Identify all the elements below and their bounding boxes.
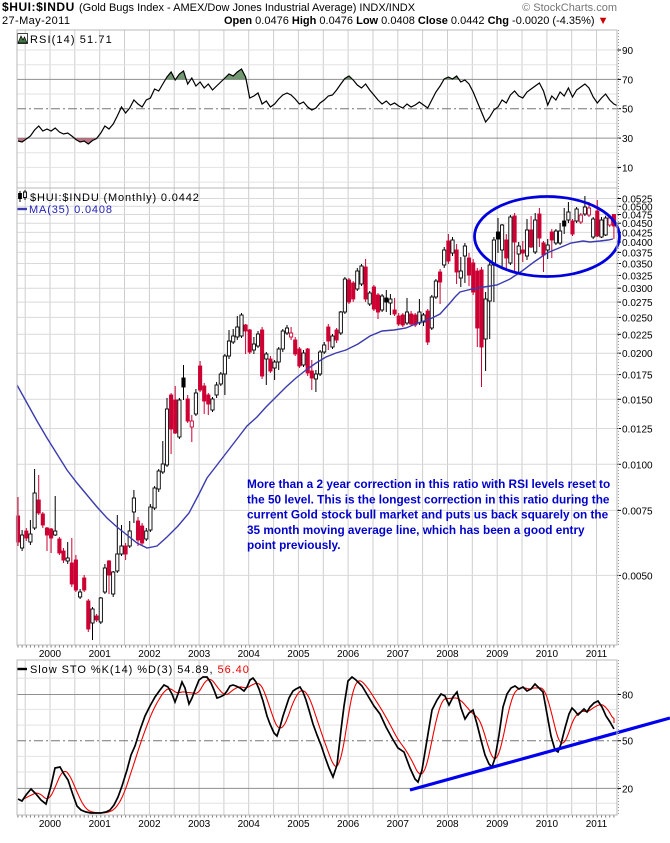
svg-text:10: 10 — [622, 163, 634, 174]
svg-text:2007: 2007 — [387, 649, 410, 660]
svg-text:2002: 2002 — [138, 819, 161, 830]
svg-text:0.0500: 0.0500 — [622, 202, 653, 213]
svg-text:0.0450: 0.0450 — [622, 219, 653, 230]
svg-text:90: 90 — [622, 46, 634, 57]
svg-text:2009: 2009 — [486, 819, 509, 830]
svg-text:2011: 2011 — [586, 649, 608, 660]
svg-text:0.0050: 0.0050 — [622, 571, 653, 582]
svg-text:0.0250: 0.0250 — [622, 313, 653, 324]
svg-text:2003: 2003 — [188, 649, 211, 660]
svg-text:2000: 2000 — [39, 649, 62, 660]
svg-text:0.0350: 0.0350 — [622, 260, 653, 271]
svg-text:50: 50 — [622, 105, 634, 116]
svg-text:2008: 2008 — [436, 649, 459, 660]
svg-text:Open 0.0476 High 0.0476 Low 0.: Open 0.0476 High 0.0476 Low 0.0408 Close… — [224, 15, 609, 27]
svg-text:2005: 2005 — [287, 819, 310, 830]
svg-text:0.0075: 0.0075 — [622, 506, 653, 517]
svg-text:50: 50 — [622, 737, 634, 748]
svg-text:0.0175: 0.0175 — [622, 371, 653, 382]
svg-text:2006: 2006 — [337, 819, 360, 830]
svg-text:2001: 2001 — [89, 649, 112, 660]
svg-text:0.0200: 0.0200 — [622, 349, 653, 360]
svg-text:2001: 2001 — [89, 819, 112, 830]
svg-text:2000: 2000 — [39, 819, 62, 830]
svg-text:27-May-2011: 27-May-2011 — [2, 15, 70, 27]
svg-text:0.0325: 0.0325 — [622, 271, 653, 282]
svg-text:$HUI:$INDU (Monthly) 0.0442: $HUI:$INDU (Monthly) 0.0442 — [30, 192, 200, 204]
svg-text:2005: 2005 — [287, 649, 310, 660]
svg-text:2002: 2002 — [138, 649, 161, 660]
svg-text:0.0225: 0.0225 — [622, 330, 653, 341]
svg-text:RSI(14) 51.71: RSI(14) 51.71 — [30, 34, 113, 46]
svg-text:0.0525: 0.0525 — [622, 195, 653, 206]
svg-text:0.0100: 0.0100 — [622, 460, 653, 471]
svg-text:MA(35) 0.0408: MA(35) 0.0408 — [29, 204, 113, 216]
svg-text:2006: 2006 — [337, 649, 360, 660]
svg-text:0.0300: 0.0300 — [622, 284, 653, 295]
svg-text:(Gold Bugs Index - AMEX/Dow Jo: (Gold Bugs Index - AMEX/Dow Jones Indust… — [79, 2, 416, 14]
svg-text:point previously.: point previously. — [247, 538, 341, 552]
svg-text:$HUI:$INDU: $HUI:$INDU — [2, 0, 75, 14]
svg-text:current Gold stock bull market: current Gold stock bull market and puts … — [247, 508, 609, 522]
svg-text:0.0275: 0.0275 — [622, 298, 653, 309]
svg-text:More than a 2 year correction: More than a 2 year correction in this ra… — [247, 477, 610, 491]
svg-text:0.0400: 0.0400 — [622, 238, 653, 249]
svg-text:2009: 2009 — [486, 649, 509, 660]
svg-text:0.0150: 0.0150 — [622, 395, 653, 406]
svg-text:2004: 2004 — [238, 819, 261, 830]
svg-text:© StockCharts.com: © StockCharts.com — [522, 2, 617, 14]
svg-text:2008: 2008 — [436, 819, 459, 830]
svg-text:2011: 2011 — [586, 819, 608, 830]
svg-text:0.0375: 0.0375 — [622, 248, 653, 259]
svg-text:0.0425: 0.0425 — [622, 228, 653, 239]
svg-text:2003: 2003 — [188, 819, 211, 830]
svg-text:2010: 2010 — [536, 819, 559, 830]
svg-text:70: 70 — [622, 75, 634, 86]
svg-text:0.0475: 0.0475 — [622, 211, 653, 222]
svg-text:2007: 2007 — [387, 819, 410, 830]
svg-text:0.0125: 0.0125 — [622, 425, 653, 436]
svg-text:2004: 2004 — [238, 649, 261, 660]
svg-text:Slow STO %K(14) %D(3) 54.89, 5: Slow STO %K(14) %D(3) 54.89, 56.40 — [30, 664, 250, 676]
svg-text:the 50 level. This is the long: the 50 level. This is the longest correc… — [247, 492, 610, 506]
svg-text:20: 20 — [622, 784, 634, 795]
svg-text:80: 80 — [622, 691, 634, 702]
svg-text:30: 30 — [622, 134, 634, 145]
svg-text:2010: 2010 — [536, 649, 559, 660]
svg-text:35 month moving average line,: 35 month moving average line, which has … — [247, 523, 585, 537]
